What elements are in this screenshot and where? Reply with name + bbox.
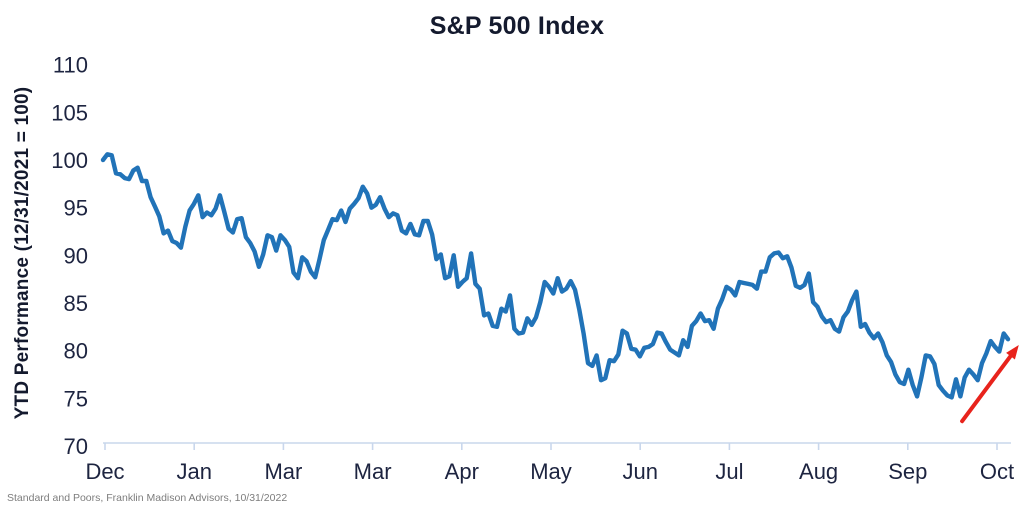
y-tick-label: 80: [64, 339, 88, 364]
y-tick-label: 90: [64, 243, 88, 268]
x-tick-label: Jul: [715, 459, 743, 484]
x-tick-label: Apr: [445, 459, 479, 484]
y-tick-label: 75: [64, 386, 88, 411]
x-tick-label: Aug: [799, 459, 838, 484]
y-axis-tick-labels: 110 105 100 95 90 85 80 75 70: [51, 53, 88, 459]
x-tick-label: Oct: [980, 459, 1014, 484]
x-axis-tick-marks: [104, 443, 998, 450]
y-axis-title: YTD Performance (12/31/2021 = 100): [12, 87, 33, 420]
y-tick-label: 95: [64, 196, 88, 221]
x-tick-label: Dec: [85, 459, 124, 484]
y-tick-label: 100: [51, 148, 88, 173]
x-tick-label: Jun: [622, 459, 657, 484]
x-tick-label: Sep: [888, 459, 927, 484]
y-tick-label: 85: [64, 291, 88, 316]
x-tick-label: Jan: [176, 459, 211, 484]
uptrend-arrow-shaft: [960, 350, 1015, 424]
chart-title: S&P 500 Index: [430, 12, 604, 40]
x-tick-label: Mar: [264, 459, 302, 484]
uptrend-arrow-head: [1006, 345, 1019, 360]
sp500-line-series: [100, 152, 1011, 400]
source-note: Standard and Poors, Franklin Madison Adv…: [7, 492, 287, 504]
y-tick-label: 110: [53, 53, 88, 78]
y-tick-label: 105: [51, 100, 88, 125]
x-tick-label: May: [530, 459, 572, 484]
y-tick-label: 70: [64, 434, 88, 459]
x-axis-tick-labels: Dec Jan Mar Mar Apr May Jun Jul Aug Sep Oct: [85, 459, 1014, 484]
x-tick-label: Mar: [354, 459, 392, 484]
uptrend-arrow: [960, 345, 1019, 424]
